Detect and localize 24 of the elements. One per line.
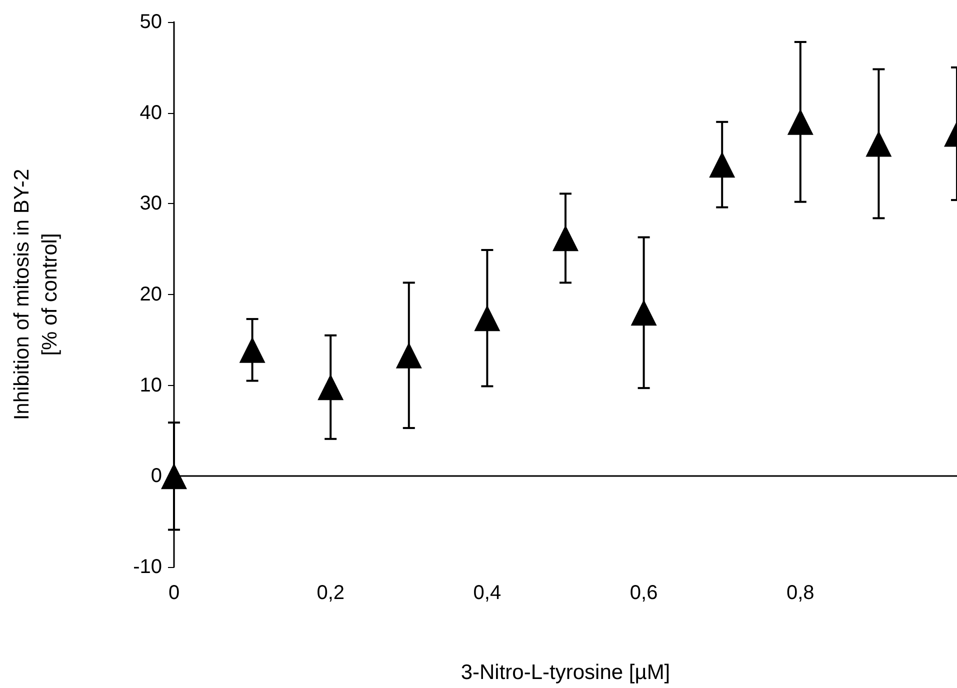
x-tick-label: 0 — [168, 582, 180, 604]
y-axis-title: Inhibition of mitosis in BY-2 [% of control] — [10, 168, 62, 420]
y-tick-label: 10 — [140, 374, 162, 396]
point — [866, 130, 892, 157]
y-tick-label: 0 — [150, 465, 162, 488]
point — [239, 336, 266, 363]
y-tick-label: 20 — [140, 284, 162, 306]
x-tick-label: 0,2 — [316, 582, 345, 604]
y-tick-label: 30 — [140, 192, 162, 215]
point — [318, 374, 344, 400]
y-tick-label: 40 — [140, 102, 162, 124]
x-tick-label: 0,4 — [473, 582, 502, 604]
point — [161, 463, 187, 490]
x-axis-title: 3-Nitro-L-tyrosine [µM] — [460, 661, 670, 684]
point — [552, 225, 578, 252]
point — [787, 108, 814, 135]
x-tick-label: 0,8 — [786, 582, 814, 604]
x-tick-label: 0,6 — [630, 582, 658, 604]
y-tick-label: 50 — [140, 11, 162, 33]
point — [474, 305, 500, 332]
point — [630, 300, 657, 326]
point — [709, 152, 736, 178]
y-tick-label: -10 — [133, 556, 162, 578]
point — [396, 342, 422, 368]
